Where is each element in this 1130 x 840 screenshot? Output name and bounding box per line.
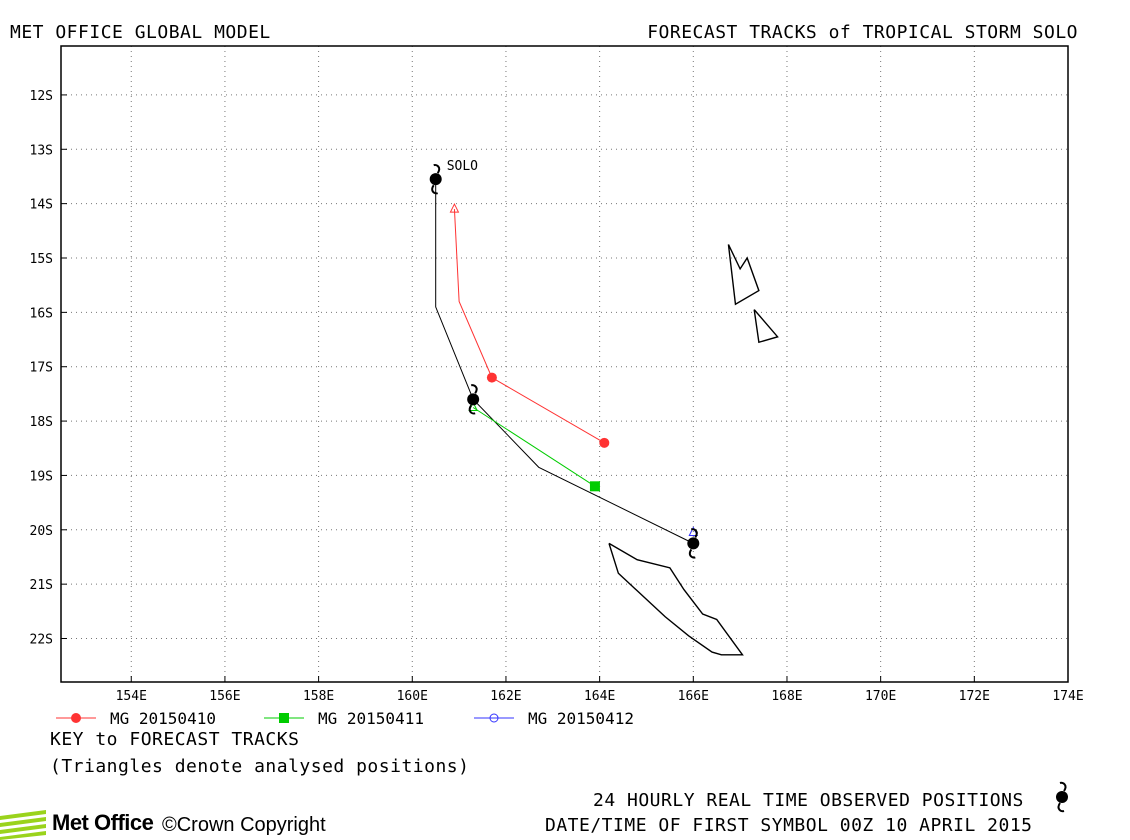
forecast-series-0 bbox=[449, 202, 610, 448]
forecast-track-line bbox=[472, 407, 596, 487]
cyclone-arm-top bbox=[433, 163, 441, 174]
cyclone-arm-bottom bbox=[468, 404, 476, 415]
landmass-outline bbox=[727, 244, 760, 306]
key-title: KEY to FORECAST TRACKS bbox=[50, 729, 300, 750]
observed-position-symbol bbox=[429, 163, 442, 195]
y-tick-label: 22S bbox=[30, 633, 53, 648]
legend-label: MG 20150411 bbox=[318, 709, 424, 728]
forecast-point bbox=[486, 372, 497, 383]
y-tick-label: 15S bbox=[30, 252, 53, 267]
y-tick-label: 21S bbox=[30, 578, 53, 593]
x-tick-label: 166E bbox=[678, 689, 709, 704]
x-tick-label: 164E bbox=[584, 689, 615, 704]
x-tick-label: 156E bbox=[209, 689, 240, 704]
analysed-position-triangle bbox=[449, 202, 460, 213]
met-office-logo-text: Met Office bbox=[52, 810, 154, 835]
x-tick-label: 160E bbox=[397, 689, 428, 704]
observed-positions-note: 24 HOURLY REAL TIME OBSERVED POSITIONS bbox=[593, 790, 1024, 811]
observed-position-icon bbox=[1056, 781, 1068, 813]
cyclone-core bbox=[687, 537, 700, 550]
cyclone-arm-top bbox=[690, 528, 698, 538]
left-title: MET OFFICE GLOBAL MODEL bbox=[10, 22, 271, 43]
cyclone-arm-bottom bbox=[688, 548, 696, 559]
copyright-notice: ©Crown Copyright bbox=[162, 814, 326, 836]
y-tick-label: 13S bbox=[30, 143, 53, 158]
met-office-logo-icon bbox=[0, 810, 46, 840]
x-tick-label: 154E bbox=[116, 689, 147, 704]
legend-label: MG 20150410 bbox=[110, 709, 216, 728]
plot-frame bbox=[60, 45, 1069, 683]
cyclone-arm-top bbox=[1059, 781, 1067, 792]
storm-name-label: SOLO bbox=[447, 159, 478, 174]
landmass-outline bbox=[608, 542, 744, 656]
cyclone-arm-bottom bbox=[431, 184, 439, 195]
y-tick-label: 12S bbox=[30, 89, 53, 104]
cyclone-core bbox=[429, 173, 442, 186]
cyclone-arm-bottom bbox=[1057, 802, 1065, 813]
cyclone-arm-top bbox=[470, 384, 478, 394]
y-tick-label: 19S bbox=[30, 469, 53, 484]
legend-label: MG 20150412 bbox=[528, 709, 634, 728]
x-tick-label: 168E bbox=[771, 689, 802, 704]
observed-position-symbol bbox=[687, 528, 700, 559]
y-tick-label: 17S bbox=[30, 361, 53, 376]
cyclone-core bbox=[1056, 791, 1068, 803]
landmasses bbox=[608, 244, 779, 656]
x-tick-label: 172E bbox=[959, 689, 990, 704]
legend: MG 20150410 MG 20150411 MG 20150412 bbox=[56, 709, 634, 728]
chart-title: FORECAST TRACKS of TROPICAL STORM SOLO bbox=[647, 22, 1078, 43]
forecast-point bbox=[599, 437, 610, 448]
observed-position-symbol bbox=[467, 384, 480, 415]
axis-ticks: 154E 156E 158E 160E 162E 164E 166E 168E 170E 172E… bbox=[30, 89, 1084, 704]
grid bbox=[61, 46, 1069, 682]
footer-cyclone-symbol bbox=[1056, 781, 1068, 813]
tracks: SOLO bbox=[429, 159, 700, 559]
y-tick-label: 20S bbox=[30, 524, 53, 539]
key-note: (Triangles denote analysed positions) bbox=[50, 756, 470, 777]
x-tick-label: 162E bbox=[490, 689, 521, 704]
y-tick-label: 14S bbox=[30, 198, 53, 213]
forecast-track-line bbox=[453, 209, 605, 444]
forecast-point bbox=[589, 481, 600, 492]
observed-track-line bbox=[435, 179, 694, 544]
x-tick-label: 158E bbox=[303, 689, 334, 704]
y-tick-label: 18S bbox=[30, 415, 53, 430]
datetime-note: DATE/TIME OF FIRST SYMBOL 00Z 10 APRIL 2… bbox=[545, 815, 1033, 836]
landmass-outline bbox=[753, 309, 779, 344]
x-tick-label: 170E bbox=[865, 689, 896, 704]
legend-marker bbox=[279, 713, 289, 723]
legend-marker bbox=[489, 713, 499, 723]
cyclone-core bbox=[467, 393, 480, 406]
x-tick-label: 174E bbox=[1052, 689, 1083, 704]
legend-marker bbox=[71, 713, 81, 723]
y-tick-label: 16S bbox=[30, 306, 53, 321]
